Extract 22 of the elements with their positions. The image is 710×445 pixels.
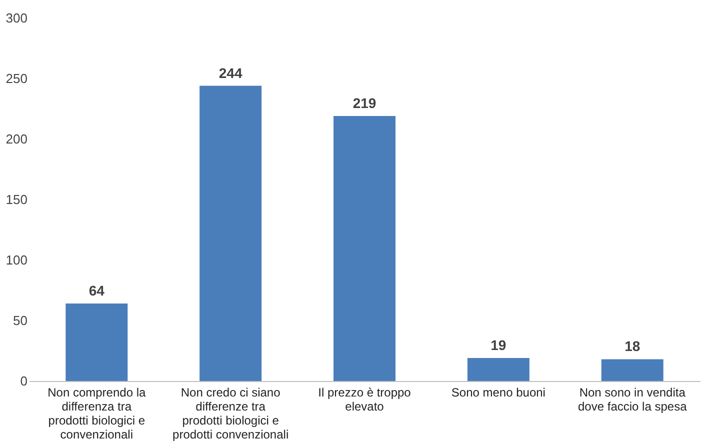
x-tick-label: Non sono in vendita dove faccio la spesa: [578, 386, 688, 414]
y-tick-label: 100: [6, 252, 28, 268]
x-tick-label: Non credo ci siano differenze tra prodotti biologici e prodotti convenzionali: [172, 386, 289, 442]
data-label: 64: [88, 282, 105, 299]
x-tick-label: Sono meno buoni: [451, 386, 546, 400]
bar: [66, 304, 128, 381]
y-tick-label: 150: [6, 192, 28, 207]
bar: [601, 359, 664, 381]
x-tick-label: Non comprendo la differenza tra prodotti biologici e convenzionali: [48, 386, 146, 442]
data-label: 18: [624, 338, 640, 354]
y-tick-label: 300: [6, 10, 28, 26]
bar: [200, 86, 262, 381]
data-label: 219: [352, 95, 376, 112]
y-tick-label: 0: [20, 374, 28, 388]
y-tick-label: 200: [6, 132, 28, 146]
bar: [334, 116, 396, 381]
data-label: 19: [490, 337, 506, 354]
y-tick-label: 50: [13, 313, 28, 328]
x-tick-label: Il prezzo è troppo elevato: [318, 386, 412, 414]
data-label: 244: [218, 64, 242, 81]
y-tick-label: 250: [6, 71, 28, 86]
bar: [467, 358, 530, 381]
